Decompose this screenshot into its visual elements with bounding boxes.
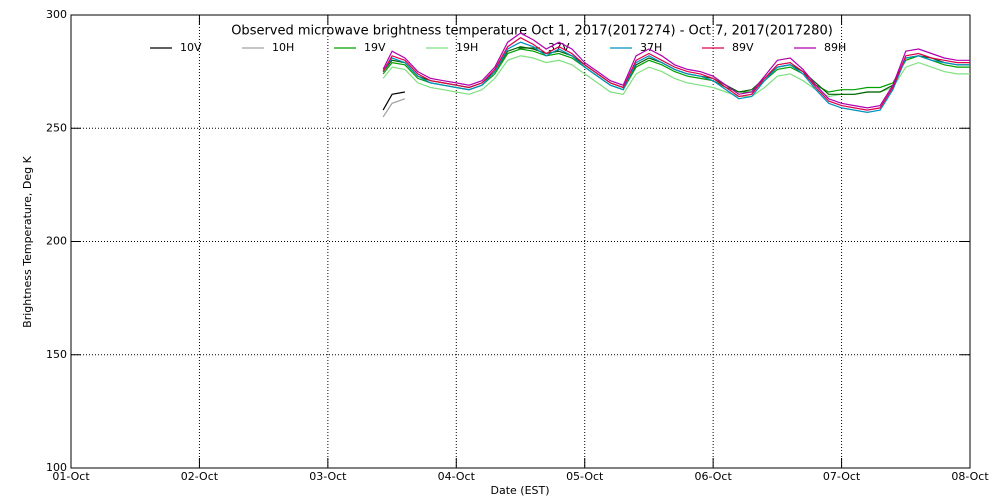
x-tick-label: 06-Oct <box>694 470 732 483</box>
series-line <box>382 41 970 114</box>
chart-title: Observed microwave brightness temperatur… <box>231 24 833 39</box>
series-line <box>382 91 406 111</box>
x-tick-label: 02-Oct <box>181 470 219 483</box>
series-line <box>382 98 406 118</box>
legend-label: 19V <box>364 41 386 54</box>
y-tick-label: 150 <box>46 348 67 361</box>
x-tick-label: 07-Oct <box>823 470 861 483</box>
legend-label: 10H <box>272 41 294 54</box>
y-tick-label: 300 <box>46 8 67 21</box>
y-tick-label: 200 <box>46 235 67 248</box>
legend-label: 37V <box>548 41 570 54</box>
series-line <box>382 32 970 109</box>
x-tick-label: 01-Oct <box>52 470 90 483</box>
plot-frame <box>70 14 971 469</box>
series-line <box>382 36 970 111</box>
x-tick-label: 03-Oct <box>309 470 347 483</box>
x-tick-label: 08-Oct <box>951 470 989 483</box>
y-tick-label: 100 <box>46 461 67 474</box>
legend-label: 89H <box>824 41 846 54</box>
x-tick-label: 04-Oct <box>438 470 476 483</box>
y-axis-label: Brightness Temperature, Deg K <box>21 155 34 327</box>
y-tick-label: 250 <box>46 121 67 134</box>
x-axis-label: Date (EST) <box>490 484 549 497</box>
legend-label: 89V <box>732 41 754 54</box>
legend-label: 19H <box>456 41 478 54</box>
x-tick-label: 05-Oct <box>566 470 604 483</box>
legend-label: 10V <box>180 41 202 54</box>
